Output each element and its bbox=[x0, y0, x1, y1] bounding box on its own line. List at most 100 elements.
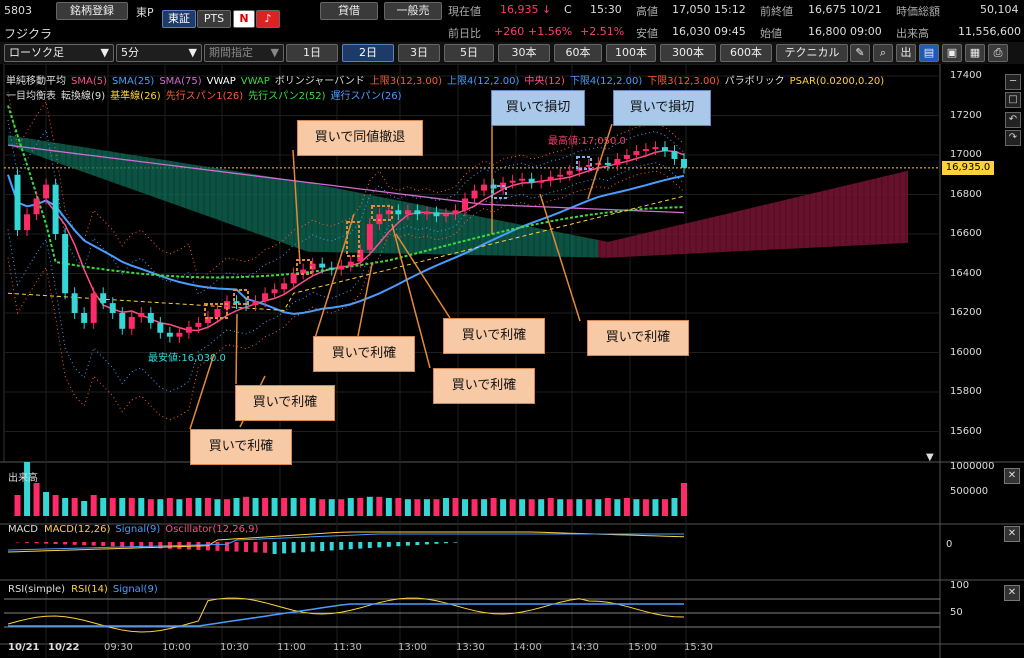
undo-icon[interactable]: ↶ bbox=[1005, 112, 1021, 128]
volume-icon[interactable]: 出 bbox=[896, 44, 916, 62]
candle-body bbox=[14, 174, 21, 231]
volume-bar bbox=[509, 499, 516, 516]
chart-type-select[interactable]: ローソク足 ▼ bbox=[4, 44, 114, 62]
pen-icon[interactable]: ✎ bbox=[850, 44, 870, 62]
note-stop-loss-2: 買いで損切 bbox=[613, 90, 711, 126]
candle-body bbox=[652, 147, 659, 150]
tab-pts[interactable]: PTS bbox=[197, 10, 231, 28]
candle-body bbox=[157, 322, 164, 333]
candle-body bbox=[414, 210, 421, 215]
rsi-title: RSI(simple) bbox=[8, 584, 66, 595]
side-line-icon[interactable]: ─ bbox=[1005, 74, 1021, 90]
volume-bar bbox=[652, 499, 659, 516]
print-icon[interactable]: ⎙ bbox=[988, 44, 1008, 62]
macd-osc-bar bbox=[415, 542, 420, 545]
candle-body bbox=[433, 212, 440, 217]
macd-osc-bar bbox=[377, 542, 382, 548]
volume-bar bbox=[328, 499, 335, 516]
macd-osc-bar bbox=[339, 542, 344, 550]
legend-item: 下限4(12,2.00) bbox=[569, 76, 643, 87]
range-button[interactable]: 600本 bbox=[720, 44, 772, 62]
price-tick: 16600 bbox=[950, 228, 982, 239]
tab-tse[interactable]: 東証 bbox=[162, 10, 196, 28]
technical-button[interactable]: テクニカル bbox=[776, 44, 848, 62]
candle-body bbox=[52, 184, 59, 234]
range-button[interactable]: 100本 bbox=[606, 44, 656, 62]
volume-bar bbox=[81, 501, 88, 516]
current-price-label: 現在値 bbox=[448, 5, 481, 18]
collapse-triangle-icon[interactable]: ▼ bbox=[926, 452, 934, 463]
rsi-signal-line bbox=[8, 603, 684, 627]
candle-body bbox=[681, 158, 687, 168]
alert-bell-icon[interactable]: ♪ bbox=[256, 10, 280, 28]
candle-body bbox=[614, 158, 621, 165]
high-marker: 最高値:17,050.0 bbox=[548, 136, 626, 147]
candle-body bbox=[585, 164, 592, 167]
volume-bar bbox=[252, 498, 259, 516]
range-button[interactable]: 1日 bbox=[286, 44, 338, 62]
volume-bar bbox=[661, 499, 668, 516]
volume-bar bbox=[195, 498, 202, 516]
candle-body bbox=[62, 234, 69, 294]
macd-osc-bar bbox=[91, 542, 96, 546]
credit-button[interactable]: 貸借 bbox=[320, 2, 378, 20]
legend-item: SMA(75) bbox=[159, 76, 202, 87]
range-button[interactable]: 300本 bbox=[660, 44, 716, 62]
interval-select[interactable]: 5分 ▼ bbox=[116, 44, 202, 62]
news-icon[interactable]: N bbox=[233, 10, 255, 28]
zoom-icon[interactable]: ⌕ bbox=[873, 44, 893, 62]
candle-body bbox=[252, 301, 259, 306]
side-square-icon[interactable]: □ bbox=[1005, 92, 1021, 108]
candle-body bbox=[452, 210, 459, 215]
macd-osc-bar bbox=[139, 542, 144, 548]
layout-icon[interactable]: ▦ bbox=[965, 44, 985, 62]
legend-item: 上限4(12,2.00) bbox=[447, 76, 520, 87]
legend-item: 遅行スパン(26) bbox=[330, 91, 402, 102]
chart-canvas[interactable] bbox=[0, 64, 1024, 658]
volume-bar bbox=[404, 499, 411, 516]
price-tick: 17200 bbox=[950, 109, 982, 121]
redo-icon[interactable]: ↷ bbox=[1005, 130, 1021, 146]
legend-item: RSI(14) bbox=[71, 584, 108, 595]
volume-bar bbox=[557, 499, 564, 516]
range-button[interactable]: 3日 bbox=[398, 44, 440, 62]
volume-bar bbox=[214, 499, 221, 516]
high-label: 高値 bbox=[636, 5, 658, 18]
range-button[interactable]: 30本 bbox=[498, 44, 550, 62]
time-tick-label: 10:00 bbox=[162, 642, 191, 653]
legend-item: SMA(5) bbox=[71, 76, 107, 87]
register-button[interactable]: 銘柄登録 bbox=[56, 2, 128, 20]
current-time: 15:30 bbox=[590, 3, 622, 16]
span2-line bbox=[7, 105, 685, 279]
range-button[interactable]: 60本 bbox=[554, 44, 602, 62]
bb-lower-3 bbox=[7, 170, 685, 421]
legend-item: パラボリック bbox=[724, 76, 785, 87]
general-sell-button[interactable]: 一般売 bbox=[384, 2, 442, 20]
legend-item: VWAP bbox=[240, 76, 270, 87]
chart-icon[interactable]: ▤ bbox=[919, 44, 939, 62]
candle-body bbox=[271, 289, 278, 294]
legend-item: Signal(9) bbox=[115, 524, 161, 535]
volume-bar bbox=[223, 499, 230, 516]
low-time: 09:45 bbox=[714, 25, 746, 38]
close-volume-panel-icon[interactable]: ✕ bbox=[1004, 468, 1020, 484]
macd-osc-bar bbox=[348, 542, 353, 550]
volume-bar bbox=[614, 499, 621, 516]
period-select[interactable]: 期間指定 ▼ bbox=[204, 44, 284, 62]
save-icon[interactable]: ▣ bbox=[942, 44, 962, 62]
note-profit-6: 買いで利確 bbox=[190, 429, 292, 465]
note-profit-3: 買いで利確 bbox=[313, 336, 415, 372]
legend-item: SMA(25) bbox=[111, 76, 155, 87]
range-button[interactable]: 5日 bbox=[444, 44, 494, 62]
range-button[interactable]: 2日 bbox=[342, 44, 394, 62]
price-tick: 16400 bbox=[950, 267, 982, 279]
macd-osc-bar bbox=[443, 542, 448, 544]
volume-bar bbox=[128, 498, 135, 516]
close-macd-panel-icon[interactable]: ✕ bbox=[1004, 526, 1020, 542]
rsi-legend: RSI(simple) RSI(14) Signal(9) bbox=[8, 584, 163, 595]
note-profit-5: 買いで利確 bbox=[235, 385, 335, 421]
close-rsi-panel-icon[interactable]: ✕ bbox=[1004, 585, 1020, 601]
volume-bar bbox=[452, 498, 459, 516]
macd-osc-bar bbox=[396, 542, 401, 547]
legend-item: PSAR(0.0200,0.20) bbox=[789, 76, 885, 87]
